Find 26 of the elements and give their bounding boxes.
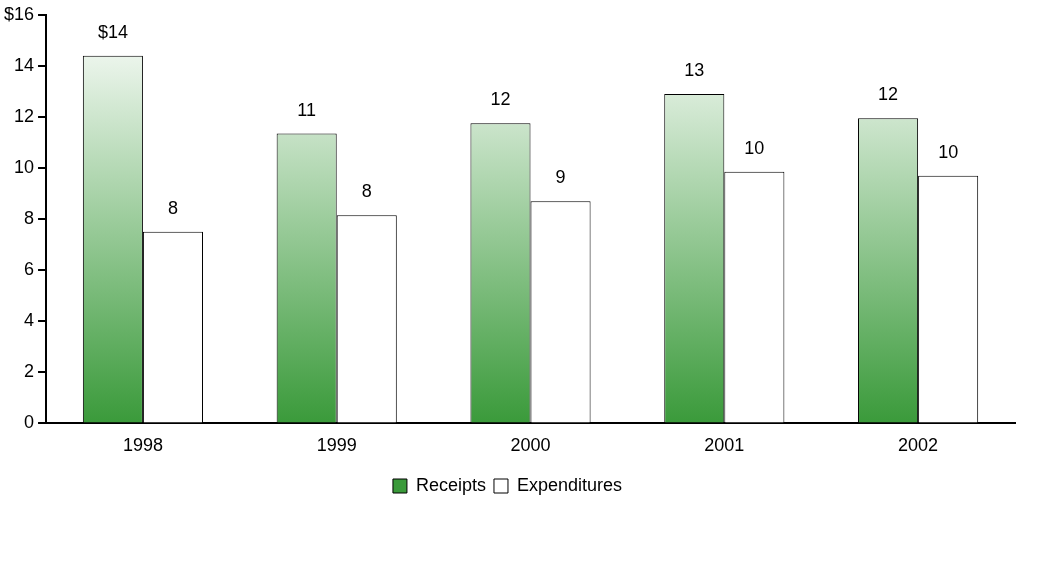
data-label: $14 <box>97 21 128 42</box>
data-label: 12 <box>878 84 899 105</box>
data-label: 8 <box>167 197 178 218</box>
x-tick-label: 1998 <box>122 435 163 456</box>
x-tick-label: 1999 <box>316 435 357 456</box>
x-tick-label: 2001 <box>704 435 745 456</box>
legend-label: Receipts <box>415 474 486 495</box>
y-tick-label: 2 <box>24 361 35 382</box>
data-label: 8 <box>361 181 372 202</box>
legend-label: Expenditures <box>516 474 623 495</box>
y-tick-label: $16 <box>3 3 35 24</box>
data-label: 9 <box>555 167 566 188</box>
y-tick-label: 6 <box>24 259 35 280</box>
x-tick-label: 2000 <box>510 435 551 456</box>
y-tick-label: 8 <box>24 208 35 229</box>
data-label: 12 <box>490 89 511 110</box>
data-label: 11 <box>297 99 317 120</box>
y-tick-label: 12 <box>14 105 35 126</box>
y-tick-label: 4 <box>24 310 35 331</box>
data-label: 13 <box>684 59 705 80</box>
data-label: 10 <box>938 141 959 162</box>
y-tick-label: 14 <box>14 54 35 75</box>
y-tick-label: 10 <box>14 156 35 177</box>
x-tick-label: 2002 <box>898 435 939 456</box>
data-label: 10 <box>744 137 765 158</box>
y-tick-label: 0 <box>24 412 35 433</box>
